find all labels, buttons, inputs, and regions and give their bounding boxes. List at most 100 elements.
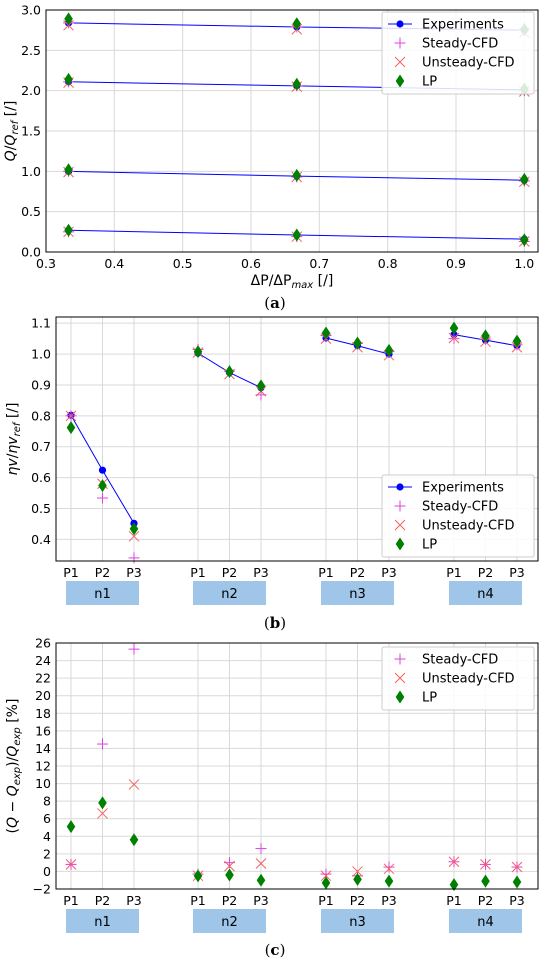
x-tick-label-a-2: 0.5 bbox=[173, 256, 193, 271]
group-box-c-n1 bbox=[66, 909, 139, 933]
point-b-s3-n4-P3 bbox=[512, 334, 522, 348]
point-c-s1-n3-P2 bbox=[352, 866, 363, 877]
legend-a-label-1: Steady-CFD bbox=[422, 37, 498, 52]
legend-c-marker-1-b bbox=[394, 672, 406, 684]
point-c-s1-n2-P2-b bbox=[224, 860, 235, 872]
point-c-s1-n1-P1-b bbox=[65, 859, 77, 870]
group-label-b-n3: n3 bbox=[349, 587, 366, 602]
x-tick-label-a-6: 0.9 bbox=[446, 256, 466, 271]
x-tick-label-a-1: 0.4 bbox=[104, 256, 124, 271]
x-tick-label-c-0-1: P2 bbox=[95, 893, 111, 908]
x-tick-label-c-2-1: P2 bbox=[350, 893, 366, 908]
chart-b: ηv/ηvref [/] (b) 0.4 0.5 0.6 0.7 0.8 0.9 1.0 1.… bbox=[5, 316, 539, 632]
plot-frame-b bbox=[55, 316, 539, 562]
y-tick-label-c-3: 4 bbox=[43, 829, 51, 844]
y-tick-label-a-5: 2.5 bbox=[21, 43, 41, 58]
y-tick-label-a-0: 0.0 bbox=[21, 245, 41, 260]
legend-b-label-0: Experiments bbox=[422, 481, 504, 496]
point-c-s1-n4-P1-b bbox=[448, 856, 460, 868]
legend-a-marker-2 bbox=[394, 56, 406, 68]
x-tick-label-b-1-1: P2 bbox=[222, 565, 238, 580]
point-c-s2-n3-P2 bbox=[353, 872, 362, 886]
x-tick-label-c-3-2: P3 bbox=[509, 893, 525, 908]
point-c-s1-n4-P3 bbox=[511, 861, 523, 873]
point-c-s2-n2-P3 bbox=[256, 873, 266, 887]
point-b-s1-n1-P2 bbox=[97, 492, 108, 504]
point-c-s2-n3-P3 bbox=[384, 874, 394, 888]
caption-c: (c) bbox=[265, 941, 286, 959]
y-tick-label-c-4: 6 bbox=[43, 811, 51, 826]
y-axis-label-c: (Q − Qexp)/Qexp [%] bbox=[5, 699, 23, 834]
y-tick-label-c-10: 18 bbox=[35, 706, 51, 721]
group-label-c-n2: n2 bbox=[221, 915, 238, 930]
y-tick-label-c-7: 12 bbox=[35, 759, 51, 774]
x-tick-label-b-2-2: P3 bbox=[381, 565, 397, 580]
point-a-s3-g3-2 bbox=[520, 233, 529, 247]
point-c-s2-n3-P1 bbox=[321, 876, 331, 890]
y-tick-label-c-9: 16 bbox=[35, 723, 51, 738]
legend-a-label-2: Unsteady-CFD bbox=[422, 56, 515, 71]
point-c-s1-n2-P3 bbox=[255, 858, 267, 869]
point-b-s2-n1-P1 bbox=[65, 410, 77, 422]
point-c-s2-n2-P1 bbox=[193, 869, 203, 883]
point-c-s0-n1-P3 bbox=[128, 643, 140, 655]
y-tick-label-b-3: 0.7 bbox=[31, 439, 51, 454]
group-label-c-n3: n3 bbox=[349, 915, 366, 930]
point-c-s2-n1-P1 bbox=[66, 820, 76, 834]
point-c-s1-n1-P1 bbox=[65, 859, 77, 870]
legend-b-marker-3 bbox=[395, 537, 405, 551]
x-tick-label-b-2-0: P1 bbox=[318, 565, 334, 580]
y-tick-label-c-13: 24 bbox=[35, 653, 51, 668]
group-label-b-n2: n2 bbox=[221, 587, 238, 602]
plot-frame-a bbox=[45, 9, 539, 253]
x-tick-label-b-0-2: P3 bbox=[126, 565, 142, 580]
y-tick-label-b-6: 1.0 bbox=[31, 347, 51, 362]
x-tick-label-c-1-0: P1 bbox=[190, 893, 206, 908]
legend-b-box bbox=[381, 474, 535, 558]
point-c-s0-n3-P3 bbox=[383, 861, 395, 873]
group-label-b-n4: n4 bbox=[477, 587, 494, 602]
y-tick-label-b-7: 1.1 bbox=[31, 316, 51, 331]
caption-b: (b) bbox=[264, 614, 286, 632]
point-a-s3-g3-0 bbox=[64, 223, 73, 237]
y-tick-label-c-0: −2 bbox=[33, 882, 51, 897]
legend-b-label-1: Steady-CFD bbox=[422, 500, 498, 515]
group-box-b-n2 bbox=[193, 581, 266, 605]
x-tick-label-a-4: 0.7 bbox=[309, 256, 329, 271]
group-label-c-n1: n1 bbox=[94, 915, 111, 930]
x-tick-label-c-1-1: P2 bbox=[222, 893, 238, 908]
point-b-s3-n3-P3 bbox=[384, 343, 394, 357]
legend-c-marker-2 bbox=[395, 690, 405, 704]
y-tick-label-b-4: 0.8 bbox=[31, 408, 51, 423]
point-c-s2-n1-P3 bbox=[129, 833, 139, 847]
y-tick-label-c-11: 20 bbox=[35, 688, 51, 703]
y-tick-label-c-2: 2 bbox=[43, 846, 51, 861]
x-tick-label-a-7: 1.0 bbox=[514, 256, 534, 271]
point-c-s1-n3-P3-b bbox=[383, 863, 395, 875]
y-tick-label-a-3: 1.5 bbox=[21, 124, 41, 139]
y-tick-label-c-8: 14 bbox=[35, 741, 51, 756]
y-tick-label-c-5: 8 bbox=[43, 794, 51, 809]
point-b-s3-n3-P2 bbox=[353, 336, 362, 350]
group-box-c-n4 bbox=[449, 909, 522, 933]
legend-c-box bbox=[381, 646, 535, 711]
x-tick-label-b-3-0: P1 bbox=[446, 565, 462, 580]
point-c-s1-n3-P1 bbox=[320, 870, 332, 882]
point-c-s0-n2-P3 bbox=[255, 843, 267, 855]
point-b-s3-n3-P1 bbox=[321, 326, 331, 340]
point-c-s1-n4-P2 bbox=[480, 859, 491, 870]
point-c-s1-n2-P3-b bbox=[255, 858, 267, 869]
point-c-s1-n3-P2-b bbox=[352, 866, 363, 877]
group-label-c-n4: n4 bbox=[477, 915, 494, 930]
y-tick-label-b-5: 0.9 bbox=[31, 377, 51, 392]
y-tick-label-b-0: 0.4 bbox=[31, 532, 51, 547]
point-a-s3-g0-0 bbox=[64, 12, 73, 26]
legend-a-box bbox=[381, 11, 535, 95]
point-c-s2-n4-P3 bbox=[512, 875, 522, 889]
x-tick-label-c-2-0: P1 bbox=[318, 893, 334, 908]
legend-a-marker-3 bbox=[395, 74, 405, 88]
x-tick-label-b-1-2: P3 bbox=[253, 565, 269, 580]
point-b-s2-n1-P1-b bbox=[65, 410, 77, 422]
point-c-s1-n1-P3-b bbox=[128, 779, 140, 790]
group-box-b-n3 bbox=[321, 581, 394, 605]
